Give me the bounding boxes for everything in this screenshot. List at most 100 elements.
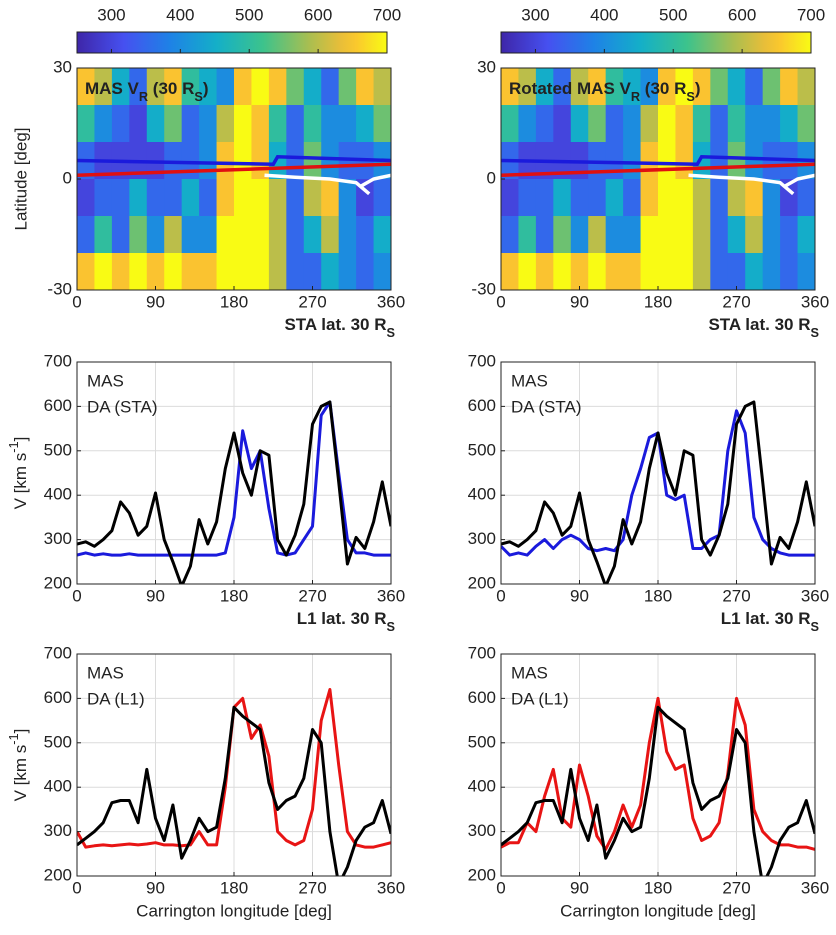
x-tick-label: 180 (220, 292, 248, 311)
heatmap-cell (675, 68, 694, 106)
series-line (77, 400, 391, 584)
heatmap-cell (710, 179, 729, 217)
heatmap-cell (797, 216, 815, 254)
heatmap-cell (692, 68, 711, 106)
heatmap-cell (640, 68, 659, 106)
panel-title-part: (30 R (640, 79, 686, 98)
heatmap-cell (588, 68, 607, 106)
legend-label: MAS (511, 371, 548, 390)
heatmap-cell (303, 216, 322, 254)
heatmap-cell (268, 179, 287, 217)
heatmap-cell (268, 216, 287, 254)
heatmap-cell (797, 253, 815, 290)
heatmap-cell (518, 68, 537, 106)
heatmap-cell (129, 216, 148, 254)
heatmap-cell (303, 105, 322, 143)
y-axis-label: V [km s-1] (6, 729, 31, 802)
heatmap-cell (797, 105, 815, 143)
heatmap-cell (129, 253, 148, 290)
heatmap-cell (518, 253, 537, 290)
colorbar-tick-label: 300 (521, 5, 549, 24)
heatmap-cell (234, 253, 253, 290)
y-tick-label: 600 (44, 396, 72, 415)
y-tick-label: 500 (44, 440, 72, 459)
heatmap-cell (234, 179, 253, 217)
x-tick-label: 270 (298, 586, 326, 605)
heatmap-cell (501, 253, 520, 290)
x-tick-label: 180 (644, 292, 672, 311)
heatmap-cell (535, 253, 554, 290)
y-tick-label: 500 (468, 732, 496, 751)
heatmap-cell (356, 68, 375, 106)
heatmap-cell (570, 216, 589, 254)
heatmap-cell (338, 105, 357, 143)
heatmap-cell (658, 105, 677, 143)
heatmap-cell (675, 253, 694, 290)
heatmap-cell (535, 105, 554, 143)
panel-title-part: MAS V (85, 79, 140, 98)
heatmap-cell (640, 179, 659, 217)
heatmap-cell (745, 179, 764, 217)
heatmap-cell (692, 142, 711, 180)
y-tick-label: 400 (44, 777, 72, 796)
panel-note: STA lat. 30 RS (284, 315, 395, 339)
heatmap-cell (762, 216, 781, 254)
panel-note-part: L1 lat. 30 R (297, 609, 387, 628)
heatmap-cell (373, 179, 391, 217)
heatmap-cell (373, 253, 391, 290)
heatmap-cell (181, 179, 200, 217)
heatmap-cell (658, 216, 677, 254)
panel-note: STA lat. 30 RS (708, 315, 819, 339)
plot-area (501, 362, 815, 584)
heatmap-cell (216, 179, 235, 217)
panel-title-part: Rotated MAS V (509, 79, 632, 98)
y-tick-label: -30 (471, 279, 496, 298)
heatmap-cell (518, 105, 537, 143)
heatmap-cell (710, 253, 729, 290)
y-tick-label: 300 (44, 821, 72, 840)
heatmap-cell (129, 105, 148, 143)
y-axis-label-part: V [km s (11, 453, 30, 510)
heatmap-cell (77, 253, 96, 290)
heatmap-cell (727, 253, 746, 290)
heatmap-cell (780, 105, 799, 143)
x-tick-label: 270 (298, 878, 326, 897)
heatmap-cell (251, 179, 270, 217)
y-tick-label: 700 (44, 351, 72, 370)
heatmap-cell (111, 105, 130, 143)
colorbar-tick-label: 500 (659, 5, 687, 24)
y-tick-label: 700 (44, 643, 72, 662)
colorbar-tick-label: 500 (235, 5, 263, 24)
heatmap-cell (535, 179, 554, 217)
heatmap-cell (570, 68, 589, 106)
heatmap-cell (605, 216, 624, 254)
overlay-line (264, 173, 391, 196)
heatmap-cell (762, 253, 781, 290)
heatmap-cell (658, 68, 677, 106)
heatmap-cell (605, 253, 624, 290)
heatmap-cell (146, 253, 165, 290)
y-tick-label: 200 (44, 865, 72, 884)
panel-note-part: S (386, 619, 395, 634)
heatmap-cell (710, 68, 729, 106)
heatmap-cell (164, 179, 183, 217)
heatmap-cell (94, 179, 113, 217)
heatmap-cell (501, 68, 520, 106)
heatmap-cell (286, 142, 305, 180)
heatmap-cell (501, 179, 520, 217)
legend-label: DA (STA) (511, 397, 582, 416)
x-tick-label: 0 (72, 878, 81, 897)
heatmap-cell (251, 68, 270, 106)
heatmap-cell (553, 68, 572, 106)
heatmap-cell (199, 68, 218, 106)
heatmap-cell (303, 68, 322, 106)
heatmap-cell (234, 216, 253, 254)
x-axis-label: Carrington longitude [deg] (136, 901, 332, 920)
heatmap-cell (199, 216, 218, 254)
panel-note-part: S (810, 325, 819, 340)
y-tick-label: 600 (44, 688, 72, 707)
heatmap-cell (146, 179, 165, 217)
heatmap-cell (251, 105, 270, 143)
colorbar-tick-label: 600 (728, 5, 756, 24)
heatmap-cell (216, 253, 235, 290)
